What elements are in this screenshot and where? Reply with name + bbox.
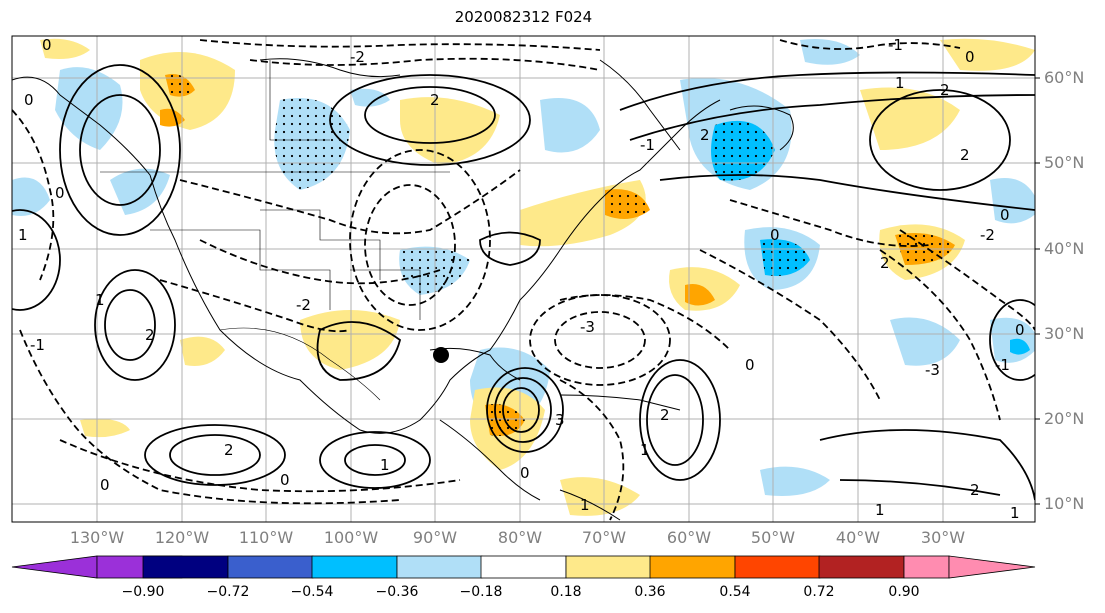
colorbar-segment (311, 555, 398, 579)
lon-label: 40°W (835, 528, 881, 547)
contour-label: 0 (42, 36, 52, 54)
lat-label: 60°N (1044, 68, 1085, 87)
contour-label: 2 (660, 406, 670, 424)
colorbar-tick-label: 0.54 (719, 584, 751, 600)
contour-label: 3 (555, 411, 565, 429)
contour-label: 2 (880, 254, 890, 272)
colorbar-segment (818, 555, 905, 579)
borders (100, 60, 450, 401)
contour-label: -1 (640, 136, 655, 154)
lon-label: 110°W (238, 528, 294, 547)
colorbar-tick-label: −0.36 (375, 584, 419, 600)
contour-label: 0 (100, 476, 110, 494)
contour-label: 1 (640, 441, 650, 459)
contour-label: -2 (980, 226, 995, 244)
contour-label: 0 (24, 91, 34, 109)
colorbar-segment (142, 555, 229, 579)
contour-label: 1 (895, 74, 905, 92)
map-panel: 0 0 1 2 -1 0 1 2 1 0 0 2 -2 -2 -3 0 -1 0… (12, 36, 1035, 522)
contour-label: 0 (520, 464, 530, 482)
contour-label: -1 (30, 336, 45, 354)
contour-label: 0 (280, 471, 290, 489)
lon-label: 90°W (412, 528, 458, 547)
colorbar-tick-label: −0.90 (121, 584, 165, 600)
lon-label: 60°W (666, 528, 712, 547)
contour-label: 2 (700, 126, 710, 144)
contour-label: 0 (745, 356, 755, 374)
lon-label: 100°W (323, 528, 379, 547)
colorbar-segment (948, 555, 1036, 579)
contour-label: 1 (380, 456, 390, 474)
lat-label: 20°N (1044, 409, 1085, 428)
lon-label: 120°W (154, 528, 210, 547)
map-title: 2020082312 F024 (454, 8, 593, 26)
contour-label: -2 (350, 48, 365, 66)
colorbar-segment (903, 555, 950, 579)
contour-label: -2 (296, 296, 311, 314)
lat-label: 30°N (1044, 324, 1085, 343)
contour-label: 2 (430, 91, 440, 109)
colorbar-tick-label: −0.18 (459, 584, 503, 600)
coastlines (12, 58, 794, 521)
map-frame (11, 35, 1036, 523)
lon-label: 80°W (497, 528, 543, 547)
contour-label: -1 (995, 356, 1010, 374)
colorbar-tick-label: −0.54 (290, 584, 334, 600)
colorbar-segment (11, 555, 98, 579)
colorbar-segment (734, 555, 821, 579)
lon-label: 130°W (69, 528, 125, 547)
colorbar-tick-label: 0.90 (888, 584, 920, 600)
contour-label: 1 (18, 226, 28, 244)
contour-label: 2 (224, 441, 234, 459)
colorbar-segment (480, 555, 567, 579)
contour-label: 0 (770, 226, 780, 244)
contour-label: -3 (925, 361, 940, 379)
contour-label: 2 (940, 81, 950, 99)
contour-label: 0 (1015, 321, 1025, 339)
colorbar-segment (565, 555, 652, 579)
lon-label: 50°W (750, 528, 796, 547)
contours-negative (12, 39, 1035, 521)
lat-ticks (1035, 77, 1040, 505)
lat-label: 10°N (1044, 494, 1085, 513)
contour-label: 1 (580, 496, 590, 514)
colorbar-tick-label: 0.18 (550, 584, 582, 600)
colorbar-segment (227, 555, 314, 579)
colorbar-segment (396, 555, 483, 579)
contour-label: -1 (888, 36, 903, 54)
contour-label: 2 (970, 481, 980, 499)
contour-labels: 0 0 1 2 -1 0 1 2 1 0 0 2 -2 -2 -3 0 -1 0… (18, 36, 1025, 522)
colorbar (11, 555, 1036, 579)
colorbar-tick-label: 0.36 (634, 584, 666, 600)
colorbar-segment (649, 555, 736, 579)
lat-label: 40°N (1044, 239, 1085, 258)
contour-label: 0 (1000, 206, 1010, 224)
lon-label: 30°W (920, 528, 966, 547)
contour-label: 1 (1010, 504, 1020, 522)
contour-label: 2 (960, 146, 970, 164)
contour-label: -3 (580, 318, 595, 336)
colorbar-tick-label: −0.72 (206, 584, 250, 600)
colorbar-tick-label: 0.72 (803, 584, 835, 600)
contour-label: 2 (145, 326, 155, 344)
lon-label: 70°W (581, 528, 627, 547)
location-marker (433, 347, 449, 363)
contour-label: 1 (875, 501, 885, 519)
contour-label: 0 (55, 184, 65, 202)
gridlines (12, 36, 1035, 522)
contour-label: 0 (965, 48, 975, 66)
contours-positive (12, 64, 1035, 501)
lat-label: 50°N (1044, 153, 1085, 172)
contour-label: 1 (95, 291, 105, 309)
